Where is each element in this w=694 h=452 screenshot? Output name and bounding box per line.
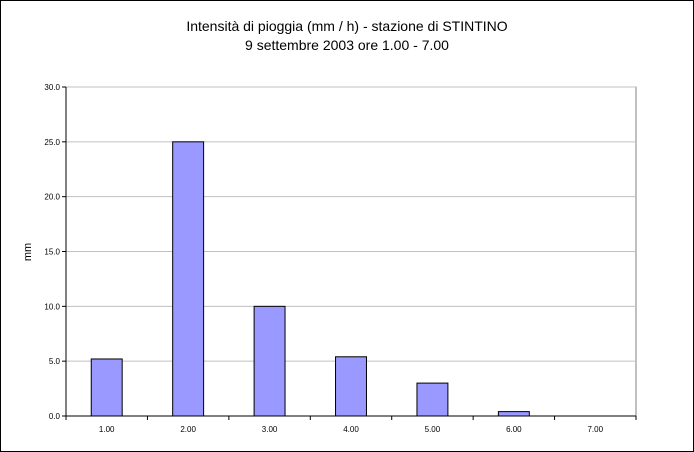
x-tick-label: 1.00 xyxy=(99,425,115,434)
x-tick-labels: 1.00 2.00 3.00 4.00 5.00 6.00 7.00 xyxy=(99,425,604,434)
bar-1.00 xyxy=(90,358,123,417)
chart-title: Intensità di pioggia (mm / h) - stazione… xyxy=(186,18,508,34)
y-tick-label: 30.0 xyxy=(44,83,60,92)
y-tick-label: 25.0 xyxy=(44,138,60,147)
y-tick-label: 10.0 xyxy=(44,302,60,311)
bar-6.00 xyxy=(497,411,530,417)
y-tick-label: 0.0 xyxy=(49,412,61,421)
x-tick-label: 2.00 xyxy=(180,425,196,434)
x-tick-label: 6.00 xyxy=(506,425,522,434)
bars xyxy=(90,141,530,417)
y-tick-label: 5.0 xyxy=(49,357,61,366)
bar-3.00 xyxy=(253,305,286,417)
x-tick-label: 7.00 xyxy=(587,425,603,434)
bar-2.00 xyxy=(172,141,205,417)
y-tick-labels: 0.0 5.0 10.0 15.0 20.0 25.0 30.0 xyxy=(44,83,60,421)
chart-subtitle: 9 settembre 2003 ore 1.00 - 7.00 xyxy=(245,37,449,53)
x-tick-label: 5.00 xyxy=(425,425,441,434)
bar-5.00 xyxy=(416,382,449,417)
y-axis-label: mm xyxy=(22,243,34,261)
x-tick-label: 3.00 xyxy=(262,425,278,434)
y-tick-label: 15.0 xyxy=(44,248,60,257)
axes xyxy=(62,86,637,420)
bar-4.00 xyxy=(335,356,367,417)
y-tick-label: 20.0 xyxy=(44,193,60,202)
x-tick-label: 4.00 xyxy=(343,425,359,434)
